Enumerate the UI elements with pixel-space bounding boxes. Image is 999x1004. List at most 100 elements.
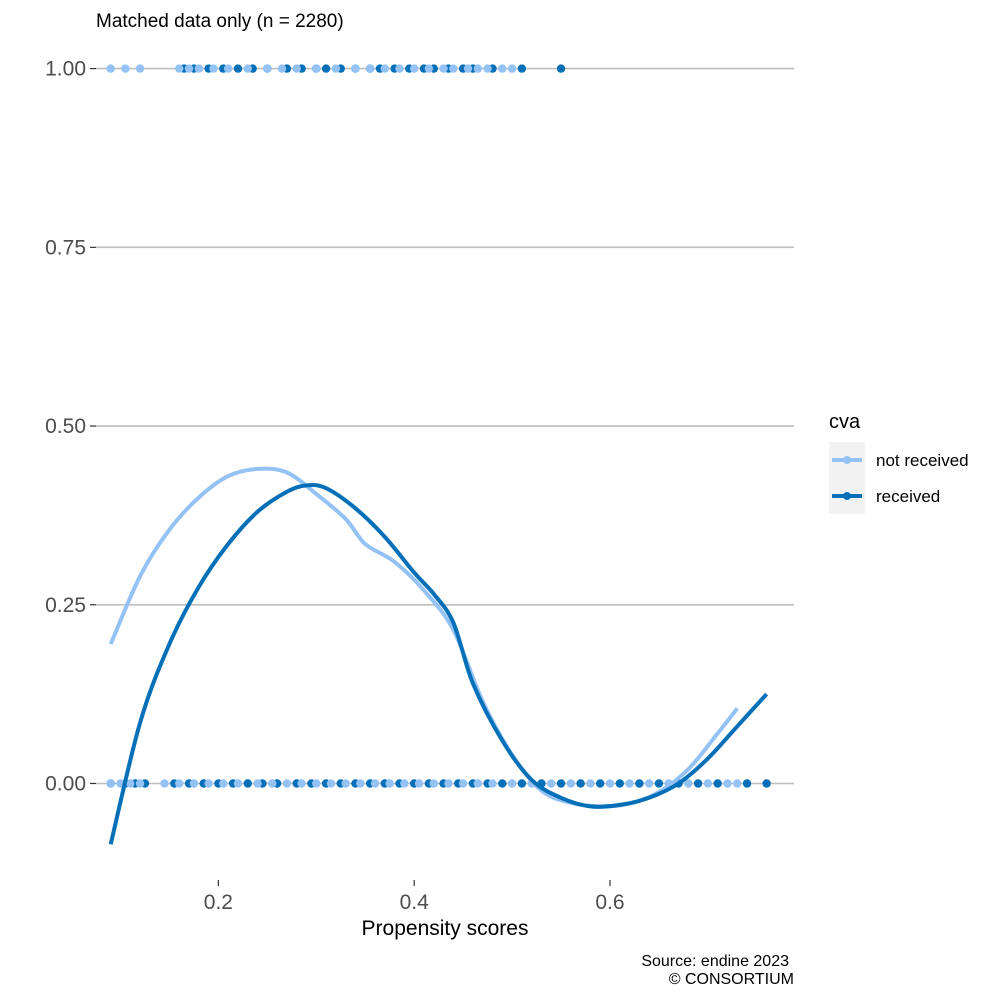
point-received-y1	[321, 64, 331, 73]
point-received-y0	[498, 779, 507, 788]
point-not-received-y0	[400, 779, 409, 788]
smooth-lines	[108, 466, 769, 845]
point-not-received-y1	[449, 64, 458, 73]
point-received-y0	[556, 779, 566, 788]
point-not-received-y1	[243, 64, 252, 73]
point-not-received-y1	[351, 64, 360, 73]
point-not-received-y1	[365, 64, 375, 73]
point-not-received-y1	[194, 64, 203, 73]
x-axis-label: Propensity scores	[362, 917, 529, 940]
point-received-y0	[654, 779, 664, 788]
point-not-received-y0	[135, 779, 145, 788]
point-not-received-y0	[429, 779, 438, 788]
point-not-received-y0	[703, 779, 713, 788]
y-tick-label: 0.50	[45, 415, 86, 438]
x-tick-label: 0.4	[400, 891, 430, 914]
smooth-line-not-received	[108, 466, 739, 809]
point-not-received-y1	[439, 64, 448, 73]
point-not-received-y0	[219, 779, 228, 788]
point-received-y0	[742, 779, 752, 788]
point-not-received-y0	[586, 779, 595, 788]
point-not-received-y0	[684, 779, 693, 788]
point-not-received-y1	[263, 64, 272, 73]
point-not-received-y0	[458, 779, 468, 788]
point-received-y0	[635, 779, 644, 788]
point-not-received-y0	[444, 779, 453, 788]
axes: 0.00 0.25 0.50 0.75 1.00 0.2 0.4 0.6	[45, 58, 624, 914]
point-received-y0	[517, 779, 527, 788]
point-not-received-y0	[189, 779, 199, 788]
point-not-received-y0	[233, 779, 243, 788]
point-not-received-y0	[282, 779, 292, 788]
y-tick-label: 0.75	[45, 236, 86, 259]
point-not-received-y0	[723, 779, 732, 788]
point-not-received-y0	[175, 779, 184, 788]
point-not-received-y1	[184, 64, 194, 73]
point-not-received-y1	[135, 64, 145, 73]
grid	[96, 67, 794, 785]
point-not-received-y0	[326, 779, 336, 788]
point-not-received-y0	[126, 779, 135, 788]
point-not-received-y1	[395, 64, 404, 73]
point-not-received-y0	[204, 779, 213, 788]
point-received-y0	[713, 779, 722, 788]
y-tick-label: 1.00	[45, 58, 86, 81]
legend-label-received: received	[876, 487, 940, 506]
point-not-received-y1	[331, 64, 341, 73]
point-received-y1	[517, 64, 527, 73]
point-received-y0	[243, 779, 252, 788]
point-not-received-y0	[268, 779, 277, 788]
point-not-received-y1	[312, 64, 321, 73]
point-not-received-y0	[644, 779, 654, 788]
point-not-received-y1	[498, 64, 507, 73]
caption-copyright: © CONSORTIUM	[669, 971, 794, 988]
point-not-received-y1	[507, 64, 517, 73]
point-not-received-y1	[409, 64, 419, 73]
y-tick-label: 0.00	[45, 772, 86, 795]
point-received-y0	[615, 779, 624, 788]
point-received-y0	[762, 779, 771, 788]
point-not-received-y1	[473, 64, 483, 73]
legend-key-dot-received	[843, 492, 851, 500]
point-not-received-y0	[341, 779, 350, 788]
point-not-received-y1	[292, 64, 301, 73]
point-not-received-y0	[160, 779, 169, 788]
legend-key-background	[829, 442, 865, 514]
point-not-received-y0	[547, 779, 556, 788]
chart-title: Matched data only (n = 2280)	[96, 11, 344, 32]
legend-label-not-received: not received	[876, 451, 969, 470]
point-not-received-y0	[605, 779, 615, 788]
caption-source: Source: endine 2023	[641, 953, 789, 970]
point-not-received-y1	[175, 64, 184, 73]
point-not-received-y0	[370, 779, 380, 788]
point-received-y0	[576, 779, 585, 788]
point-received-y0	[595, 779, 605, 788]
point-not-received-y1	[424, 64, 434, 73]
smooth-line-received	[108, 483, 769, 845]
x-tick-label: 0.6	[595, 891, 624, 914]
point-not-received-y0	[733, 779, 742, 788]
legend: cva not received received	[829, 411, 969, 514]
point-received-y1	[233, 64, 243, 73]
point-not-received-y1	[380, 64, 390, 73]
point-not-received-y1	[483, 64, 492, 73]
y-tick-label: 0.25	[45, 594, 86, 617]
point-not-received-y0	[625, 779, 634, 788]
point-received-y0	[693, 779, 703, 788]
point-not-received-y1	[463, 64, 473, 73]
point-not-received-y0	[253, 779, 262, 788]
x-tick-label: 0.2	[204, 891, 233, 914]
point-not-received-y0	[385, 779, 394, 788]
point-not-received-y0	[312, 779, 321, 788]
point-not-received-y0	[106, 779, 115, 788]
point-not-received-y0	[414, 779, 424, 788]
point-not-received-y1	[223, 64, 233, 73]
point-not-received-y0	[297, 779, 306, 788]
point-not-received-y0	[473, 779, 483, 788]
point-not-received-y0	[488, 779, 497, 788]
point-not-received-y1	[209, 64, 218, 73]
point-not-received-y1	[121, 64, 130, 73]
point-received-y1	[556, 64, 566, 73]
